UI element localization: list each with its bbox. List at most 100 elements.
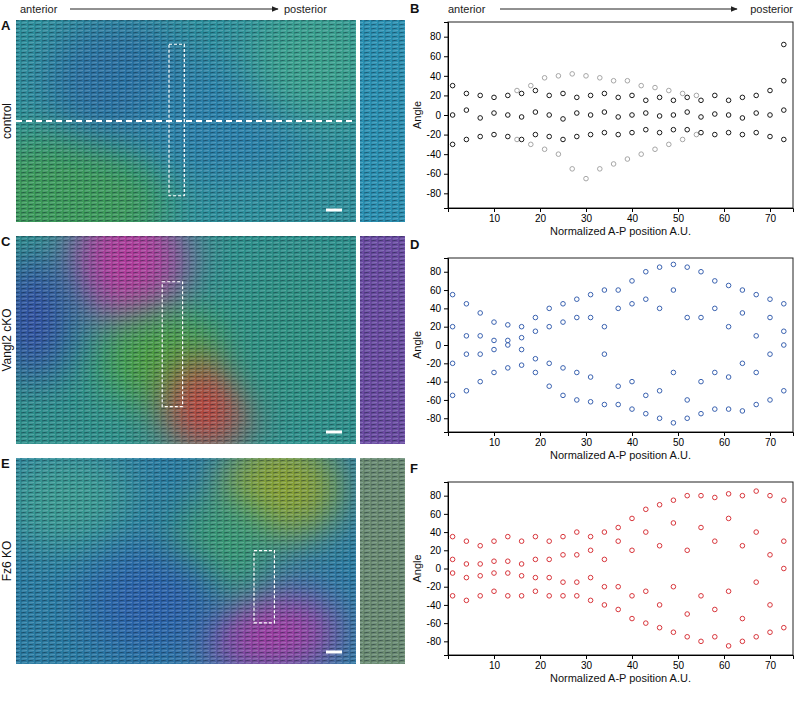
point xyxy=(699,525,704,530)
point xyxy=(547,113,552,118)
y-axis: -80-60-40-20020406080 xyxy=(427,259,449,433)
points xyxy=(450,42,786,181)
point xyxy=(602,603,607,608)
y-tick-label: 40 xyxy=(430,71,442,82)
point xyxy=(492,370,497,375)
point xyxy=(685,315,690,320)
y-tick: 20 xyxy=(430,321,448,332)
scale-bar xyxy=(326,209,342,212)
series xyxy=(450,42,786,146)
point xyxy=(506,93,511,98)
x-tick-mark xyxy=(632,655,633,659)
point xyxy=(547,306,552,311)
point xyxy=(450,534,455,539)
point xyxy=(561,137,566,142)
x-tick-mark xyxy=(678,432,679,436)
point xyxy=(533,132,538,137)
point xyxy=(644,269,649,274)
y-tick: 40 xyxy=(430,527,448,538)
series xyxy=(450,262,786,425)
y-tick: 60 xyxy=(430,51,448,62)
y-tick-mark xyxy=(444,587,448,588)
x-tick-label: 40 xyxy=(627,213,639,224)
point xyxy=(519,539,524,544)
image-panel: EFz6 KO xyxy=(0,437,405,674)
y-tick: -40 xyxy=(427,600,448,611)
panel-label: A xyxy=(1,18,11,33)
y-tick-mark xyxy=(444,641,448,642)
point xyxy=(616,288,621,293)
point xyxy=(768,134,773,139)
point xyxy=(478,93,483,98)
point xyxy=(685,634,690,639)
point xyxy=(782,108,787,113)
y-axis: -80-60-40-20020406080 xyxy=(427,23,449,209)
point xyxy=(671,630,676,635)
inset-texture xyxy=(360,458,405,664)
point xyxy=(726,589,731,594)
point xyxy=(644,111,649,116)
x-tick: 60 xyxy=(719,432,731,448)
x-tick: 30 xyxy=(581,208,593,224)
point xyxy=(671,370,676,375)
point xyxy=(685,265,690,270)
point xyxy=(588,315,593,320)
image-panel: Acontrol xyxy=(0,0,405,273)
x-tick-mark xyxy=(494,432,495,436)
x-tick-label: 30 xyxy=(581,437,593,448)
point xyxy=(450,113,455,118)
y-axis-title: Angle xyxy=(411,554,423,582)
point xyxy=(519,347,524,352)
x-tick-label: 50 xyxy=(673,660,685,671)
y-tick: 0 xyxy=(435,563,448,574)
point xyxy=(630,279,635,284)
x-tick-mark xyxy=(540,208,541,212)
point xyxy=(492,539,497,544)
point xyxy=(680,137,685,142)
point xyxy=(726,130,731,135)
point xyxy=(450,361,455,366)
point xyxy=(464,108,469,113)
plot-frame xyxy=(448,258,793,432)
point xyxy=(575,111,580,116)
point xyxy=(492,111,497,116)
x-tick: 50 xyxy=(673,432,685,448)
inset xyxy=(360,236,405,444)
point xyxy=(506,559,511,564)
y-axis-line xyxy=(444,259,449,433)
point xyxy=(533,575,538,580)
inset xyxy=(360,458,405,664)
point xyxy=(519,594,524,599)
point xyxy=(506,113,511,118)
point xyxy=(657,388,662,393)
point xyxy=(533,534,538,539)
y-tick-label: 20 xyxy=(430,545,442,556)
point xyxy=(740,493,745,498)
point xyxy=(492,320,497,325)
point xyxy=(464,598,469,603)
x-tick-mark xyxy=(678,655,679,659)
inset-base xyxy=(360,458,405,664)
point xyxy=(602,557,607,562)
point xyxy=(575,580,580,585)
point xyxy=(464,562,469,567)
y-tick-label: 0 xyxy=(435,110,441,121)
point xyxy=(644,127,649,132)
point xyxy=(699,493,704,498)
point xyxy=(450,324,455,329)
point xyxy=(644,530,649,535)
point xyxy=(588,598,593,603)
y-tick-mark xyxy=(444,363,448,364)
point xyxy=(450,292,455,297)
point xyxy=(740,116,745,121)
point xyxy=(519,137,524,142)
point xyxy=(478,543,483,548)
x-tick-label: 10 xyxy=(489,437,501,448)
point xyxy=(768,398,773,403)
point xyxy=(542,76,547,81)
point xyxy=(519,363,524,368)
point xyxy=(630,93,635,98)
point xyxy=(492,571,497,576)
micrograph xyxy=(16,236,356,444)
point xyxy=(588,93,593,98)
